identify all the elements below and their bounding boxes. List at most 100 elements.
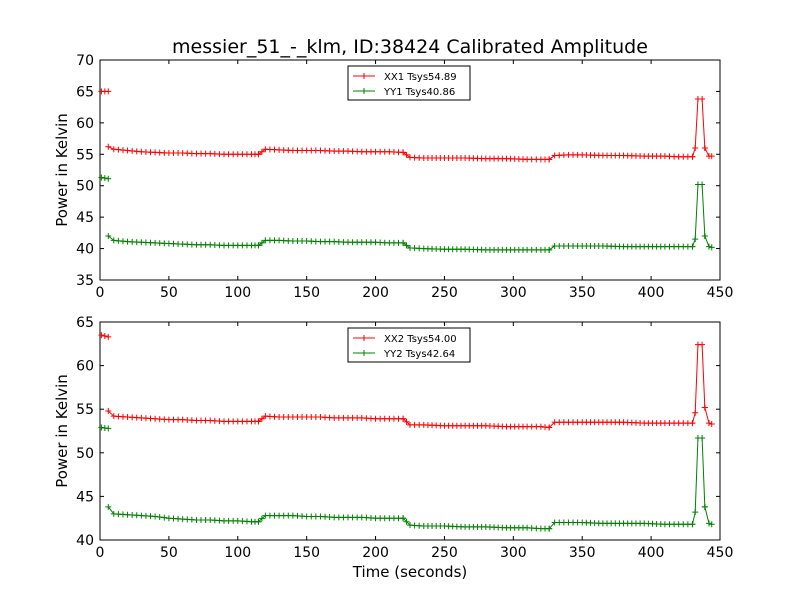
data-point-marker — [101, 332, 108, 339]
data-point-marker — [403, 242, 410, 249]
x-tick-label: 450 — [707, 285, 734, 301]
data-point-marker — [258, 148, 265, 155]
y-tick-label: 35 — [76, 273, 94, 289]
data-point-marker — [701, 503, 708, 510]
data-point-marker — [255, 151, 262, 158]
series-1 — [98, 88, 715, 163]
data-point-marker — [400, 415, 407, 422]
data-point-marker — [546, 246, 553, 253]
x-tick-label: 100 — [224, 285, 251, 301]
data-point-marker — [546, 424, 553, 431]
x-tick-label: 200 — [362, 285, 389, 301]
x-axis-label: Time (seconds) — [352, 563, 468, 581]
data-point-marker — [546, 156, 553, 163]
series-line — [704, 235, 712, 248]
data-point-marker — [708, 153, 715, 160]
x-tick-label: 50 — [160, 545, 178, 561]
x-tick-label: 0 — [96, 545, 105, 561]
data-point-marker — [156, 514, 163, 521]
x-tick-label: 250 — [431, 545, 458, 561]
data-point-marker — [101, 175, 108, 182]
data-point-marker — [105, 333, 112, 340]
series-line — [704, 506, 712, 525]
y-axis-label: Power in Kelvin — [53, 113, 71, 227]
y-tick-label: 65 — [76, 315, 94, 331]
data-point-marker — [105, 425, 112, 432]
data-point-marker — [699, 434, 706, 441]
data-point-marker — [699, 95, 706, 102]
data-point-marker — [708, 421, 715, 428]
data-point-marker — [105, 233, 112, 239]
data-point-marker — [689, 420, 696, 427]
x-tick-label: 350 — [569, 285, 596, 301]
y-tick-label: 60 — [76, 359, 94, 375]
x-tick-label: 100 — [224, 545, 251, 561]
data-point-marker — [400, 515, 407, 522]
data-point-marker — [105, 143, 112, 150]
data-point-marker — [258, 239, 265, 246]
y-tick-label: 50 — [76, 179, 94, 195]
y-tick-label: 60 — [76, 116, 94, 132]
data-point-marker — [701, 404, 708, 411]
y-tick-label: 50 — [76, 446, 94, 462]
chart-panel-1: 0 50 100 150 200 250 300 350 400 450 35 40 45 50 55 60 6… — [53, 53, 733, 301]
data-point-marker — [161, 514, 168, 521]
x-tick-label: 400 — [638, 285, 665, 301]
y-tick-label: 55 — [76, 402, 94, 418]
data-point-marker — [689, 521, 696, 528]
x-tick-label: 350 — [569, 545, 596, 561]
legend-marker — [361, 88, 367, 94]
x-tick-label: 400 — [638, 545, 665, 561]
data-point-marker — [258, 515, 265, 522]
series-line — [691, 344, 706, 424]
legend: XX1 Tsys54.89 YY1 Tsys40.86 — [347, 65, 471, 101]
y-tick-label: 40 — [76, 242, 94, 258]
x-tick-label: 0 — [96, 285, 105, 301]
data-point-marker — [403, 518, 410, 525]
figure-title: messier_51_-_klm, ID:38424 Calibrated Am… — [172, 36, 648, 58]
data-point-marker — [258, 415, 265, 422]
data-point-marker — [689, 243, 696, 250]
data-point-marker — [152, 513, 159, 520]
y-tick-label: 65 — [76, 84, 94, 100]
x-tick-label: 450 — [707, 545, 734, 561]
data-point-marker — [692, 409, 699, 416]
data-point-marker — [701, 233, 708, 239]
plot-frame — [99, 59, 721, 281]
series-line — [691, 437, 706, 525]
x-tick-label: 300 — [500, 285, 527, 301]
y-axis-label: Power in Kelvin — [53, 374, 71, 488]
x-tick-label: 150 — [293, 545, 320, 561]
data-point-marker — [708, 521, 715, 528]
legend-marker — [361, 350, 367, 356]
data-point-marker — [105, 88, 112, 95]
data-point-marker — [692, 145, 699, 151]
x-tick-label: 200 — [362, 545, 389, 561]
y-tick-label: 55 — [76, 147, 94, 163]
x-tick-label: 250 — [431, 285, 458, 301]
data-point-marker — [689, 153, 696, 160]
y-tick-label: 70 — [76, 53, 94, 69]
data-point-marker — [699, 181, 706, 188]
series-line — [704, 407, 712, 425]
data-point-marker — [705, 243, 712, 250]
data-point-marker — [98, 332, 105, 339]
data-point-marker — [105, 503, 112, 510]
data-point-marker — [692, 236, 699, 243]
series-1 — [98, 332, 715, 431]
data-point-marker — [255, 418, 262, 425]
data-point-marker — [403, 151, 410, 158]
data-point-marker — [546, 525, 553, 532]
legend-label: XX2 Tsys54.00 — [384, 334, 457, 345]
legend: XX2 Tsys54.00 YY2 Tsys42.64 — [347, 327, 471, 363]
data-point-marker — [708, 244, 715, 251]
data-point-marker — [255, 518, 262, 525]
data-point-marker — [705, 520, 712, 527]
data-point-marker — [400, 149, 407, 156]
data-point-marker — [98, 174, 105, 181]
x-tick-label: 150 — [293, 285, 320, 301]
y-tick-label: 40 — [76, 533, 94, 549]
chart-panel-2: 0 50 100 150 200 250 300 350 400 450 40 45 50 55 60 65 P… — [53, 315, 733, 561]
legend-box — [347, 65, 471, 101]
